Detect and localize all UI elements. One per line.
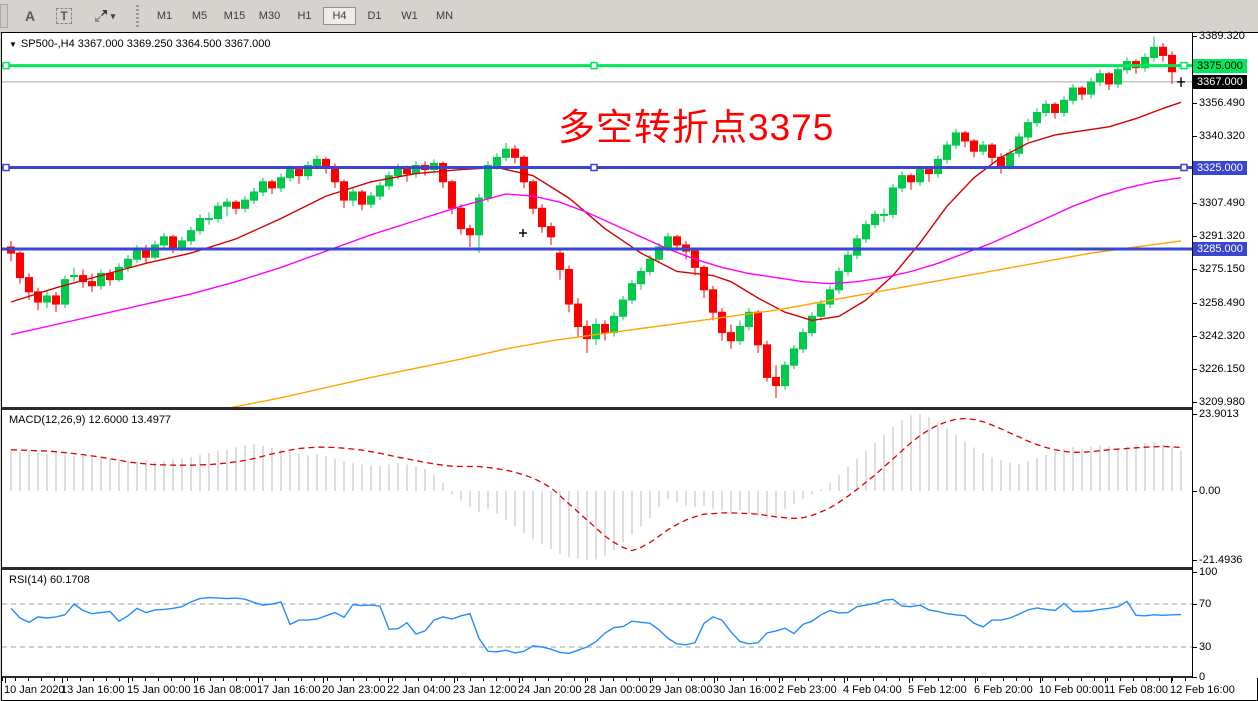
pane-separator[interactable] bbox=[2, 407, 1257, 410]
time-axis-label: 10 Jan 2020 bbox=[4, 684, 65, 696]
time-axis-label: 4 Feb 04:00 bbox=[843, 684, 902, 696]
time-axis-tick bbox=[714, 678, 715, 683]
toolbar-cut-icon bbox=[0, 4, 8, 28]
time-axis-tick bbox=[779, 678, 780, 683]
rsi-tick-label: 0 bbox=[1192, 671, 1206, 684]
chart-title-line: ▼ SP500-,H4 3367.000 3369.250 3364.500 33… bbox=[9, 38, 270, 50]
toolbar-separator-grip[interactable] bbox=[136, 5, 139, 27]
time-axis[interactable]: 10 Jan 2020 13 Jan 16:00 15 Jan 00:00 16 Ja… bbox=[2, 678, 1257, 700]
toolbar: A T ▾ M1 M5 M15 M30 H1 H4 D1 W1 MN bbox=[0, 0, 1258, 33]
time-axis-tick bbox=[909, 678, 910, 683]
timeframe-button-m5[interactable]: M5 bbox=[191, 10, 208, 22]
timeframe-button-w1[interactable]: W1 bbox=[401, 10, 418, 22]
time-axis-tick bbox=[519, 678, 520, 683]
pane-separator[interactable] bbox=[2, 567, 1257, 570]
time-axis-label: 6 Feb 20:00 bbox=[974, 684, 1033, 696]
price-badge-3367-000: 3367.000 bbox=[1193, 74, 1247, 89]
time-axis-label: 15 Jan 00:00 bbox=[127, 684, 191, 696]
time-axis-label: 29 Jan 08:00 bbox=[649, 684, 713, 696]
rsi-tick-label: 100 bbox=[1192, 565, 1218, 578]
time-axis-label: 30 Jan 16:00 bbox=[713, 684, 777, 696]
time-axis-tick bbox=[1105, 678, 1106, 683]
timeframe-button-h4[interactable]: H4 bbox=[323, 7, 356, 25]
time-axis-label: 22 Jan 04:00 bbox=[387, 684, 451, 696]
timeframe-button-d1[interactable]: D1 bbox=[367, 10, 382, 22]
time-axis-tick bbox=[1040, 678, 1041, 683]
time-axis-label: 12 Feb 16:00 bbox=[1170, 684, 1235, 696]
timeframe-button-mn[interactable]: MN bbox=[435, 10, 454, 22]
price-tick-label: 3209.980 bbox=[1193, 395, 1245, 408]
chart-title: SP500-,H4 3367.000 3369.250 3364.500 336… bbox=[20, 38, 271, 50]
time-axis-label: 24 Jan 20:00 bbox=[518, 684, 582, 696]
chart-window: ▼ SP500-,H4 3367.000 3369.250 3364.500 33… bbox=[1, 30, 1258, 701]
time-axis-tick bbox=[650, 678, 651, 683]
macd-tick-label: -21.4936 bbox=[1192, 554, 1243, 567]
time-axis-label: 28 Jan 00:00 bbox=[584, 684, 648, 696]
time-axis-tick bbox=[975, 678, 976, 683]
rsi-label: RSI(14) 60.1708 bbox=[9, 574, 90, 586]
macd-tick-label: 0.00 bbox=[1192, 485, 1221, 497]
time-axis-label: 5 Feb 12:00 bbox=[908, 684, 967, 696]
time-axis-tick bbox=[844, 678, 845, 683]
time-axis-label: 20 Jan 23:00 bbox=[322, 684, 386, 696]
time-axis-minor-ticks bbox=[2, 678, 1192, 681]
time-axis-label: 13 Jan 16:00 bbox=[61, 684, 125, 696]
price-badge-3375-000: 3375.000 bbox=[1193, 58, 1247, 73]
time-axis-tick bbox=[323, 678, 324, 683]
price-chart-canvas[interactable] bbox=[2, 33, 1192, 407]
price-pane: ▼ SP500-,H4 3367.000 3369.250 3364.500 33… bbox=[2, 33, 1192, 407]
arrows-icon bbox=[94, 10, 107, 22]
rsi-tick-label: 30 bbox=[1192, 641, 1212, 653]
price-tick-label: 3242.320 bbox=[1193, 330, 1245, 343]
macd-pane: MACD(12,26,9) 12.6000 13.4977 bbox=[2, 410, 1192, 567]
price-tick-label: 3275.150 bbox=[1193, 263, 1245, 276]
macd-label: MACD(12,26,9) 12.6000 13.4977 bbox=[9, 414, 172, 426]
rsi-tick-label: 70 bbox=[1192, 598, 1212, 610]
text-label-tool-button[interactable]: A bbox=[18, 5, 42, 27]
time-axis-label: 2 Feb 23:00 bbox=[778, 684, 837, 696]
time-axis-tick bbox=[454, 678, 455, 683]
timeframe-button-h1[interactable]: H1 bbox=[297, 10, 312, 22]
dropdown-caret-icon: ▾ bbox=[110, 10, 116, 21]
pane-separator bbox=[2, 676, 1257, 678]
timeframe-toolbar: M1 M5 M15 M30 H1 H4 D1 W1 MN bbox=[147, 0, 462, 32]
price-tick-label: 3340.320 bbox=[1193, 130, 1245, 143]
price-badge-3325-000: 3325.000 bbox=[1193, 160, 1247, 175]
price-tick-label: 3258.490 bbox=[1193, 297, 1245, 310]
price-tick-label: 3389.320 bbox=[1193, 30, 1245, 43]
time-axis-label: 23 Jan 12:00 bbox=[453, 684, 517, 696]
macd-canvas[interactable] bbox=[2, 410, 1192, 567]
price-axis[interactable]: 3389.320 3356.490 3340.320 3307.490 3291.320… bbox=[1192, 30, 1258, 683]
price-tick-label: 3356.490 bbox=[1193, 97, 1245, 110]
time-axis-tick bbox=[585, 678, 586, 683]
timeframe-button-m15[interactable]: M15 bbox=[223, 10, 246, 22]
time-axis-label: 10 Feb 00:00 bbox=[1039, 684, 1104, 696]
price-tick-label: 3307.490 bbox=[1193, 197, 1245, 210]
time-axis-label: 17 Jan 16:00 bbox=[257, 684, 321, 696]
price-badge-3285-000: 3285.000 bbox=[1193, 242, 1247, 257]
text-box-icon: T bbox=[56, 8, 72, 24]
timeframe-button-m1[interactable]: M1 bbox=[156, 10, 173, 22]
text-box-tool-button[interactable]: T bbox=[52, 5, 76, 27]
collapse-toggle-icon[interactable]: ▼ bbox=[9, 40, 17, 49]
time-axis-label: 16 Jan 08:00 bbox=[193, 684, 257, 696]
time-axis-tick bbox=[62, 678, 63, 683]
rsi-canvas[interactable] bbox=[2, 570, 1192, 676]
macd-tick-label: 23.9013 bbox=[1193, 407, 1239, 420]
time-axis-tick bbox=[388, 678, 389, 683]
rsi-pane: RSI(14) 60.1708 bbox=[2, 570, 1192, 676]
time-axis-tick bbox=[194, 678, 195, 683]
price-tick-label: 3291.320 bbox=[1193, 230, 1245, 243]
time-axis-tick bbox=[1171, 678, 1172, 683]
timeframe-button-m30[interactable]: M30 bbox=[258, 10, 281, 22]
time-axis-tick bbox=[128, 678, 129, 683]
arrows-tool-button[interactable]: ▾ bbox=[86, 5, 122, 27]
price-tick-label: 3226.150 bbox=[1193, 362, 1245, 375]
time-axis-tick bbox=[258, 678, 259, 683]
annotation-text: 多空转折点3375 bbox=[558, 107, 835, 148]
time-axis-label: 11 Feb 08:00 bbox=[1104, 684, 1169, 696]
time-axis-tick bbox=[5, 678, 6, 683]
